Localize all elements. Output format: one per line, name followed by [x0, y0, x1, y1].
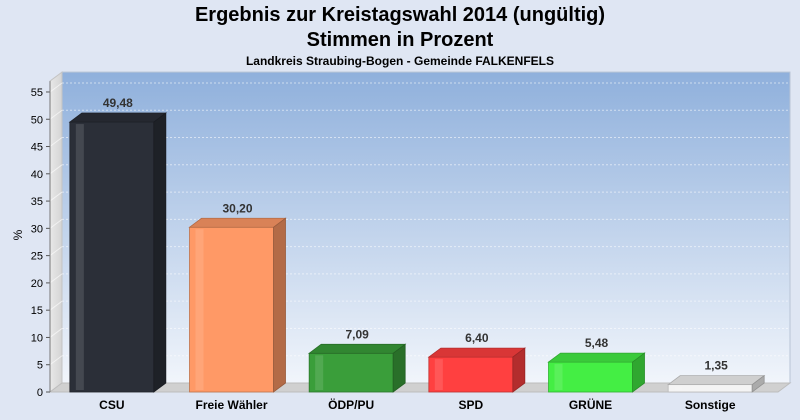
grid-line-side	[49, 82, 63, 93]
bar-highlight	[195, 229, 204, 390]
bar-value-label: 5,48	[585, 336, 609, 350]
bar-front	[548, 361, 633, 393]
grid-line-side	[49, 328, 63, 338]
y-tick-label: 15	[31, 305, 43, 317]
bar-top	[427, 347, 527, 358]
grid-line-side	[49, 191, 63, 202]
y-tick-label: 45	[31, 142, 43, 154]
bar-side	[153, 112, 167, 393]
bar-top	[188, 217, 287, 228]
bar	[68, 112, 168, 393]
bar-front	[69, 121, 155, 393]
y-tick-label: 5	[37, 360, 43, 372]
bar-highlight	[674, 386, 683, 390]
plot-side-wall	[49, 71, 63, 393]
bar	[188, 217, 287, 393]
bar-value-label: 6,40	[465, 331, 489, 345]
grid-line-side	[49, 300, 63, 311]
y-tick-label: 50	[31, 114, 43, 126]
bar-value-label: 30,20	[222, 201, 252, 215]
bar-front	[308, 352, 394, 393]
bar-top	[68, 112, 168, 123]
grid-line-side	[49, 164, 63, 175]
bar-front	[428, 356, 514, 393]
y-tick-label: 35	[31, 196, 43, 208]
y-tick-label: 30	[31, 223, 43, 235]
bar	[666, 374, 766, 393]
y-axis-label: %	[11, 229, 25, 240]
chart-title-line2: Stimmen in Prozent	[306, 29, 494, 51]
x-tick-label: Sonstige	[685, 398, 736, 412]
chart-title: Ergebnis zur Kreistagswahl 2014 (ungülti…	[194, 4, 606, 26]
bar-value-label: 1,35	[704, 359, 728, 373]
x-tick-label: SPD	[458, 398, 483, 412]
y-tick-label: 55	[31, 87, 43, 99]
bar	[307, 343, 407, 393]
grid-line-side	[49, 137, 63, 147]
x-tick-label: Freie Wähler	[195, 398, 267, 412]
x-tick-label: GRÜNE	[569, 397, 612, 412]
bar-highlight	[554, 364, 563, 390]
grid-line-side	[49, 218, 63, 229]
bar-side	[273, 217, 286, 393]
bar-value-label: 7,09	[345, 327, 369, 341]
bar	[427, 347, 527, 393]
grid-line-side	[49, 246, 63, 257]
bar-side	[392, 343, 406, 393]
bar-highlight	[75, 124, 84, 390]
bar-side	[632, 352, 645, 393]
plot-back-wall	[61, 71, 791, 384]
bar	[547, 352, 646, 393]
bar-top	[666, 375, 766, 386]
grid-line-side	[49, 355, 63, 366]
bar-highlight	[315, 355, 324, 390]
y-tick-label: 10	[31, 332, 43, 344]
x-tick-label: ÖDP/PU	[328, 397, 374, 412]
chart-subtitle: Landkreis Straubing-Bogen - Gemeinde FAL…	[245, 54, 555, 68]
grid-line-side	[49, 109, 63, 120]
bar-highlight	[434, 359, 443, 390]
y-tick-label: 0	[37, 387, 43, 399]
bar-side	[512, 347, 526, 393]
y-tick-label: 25	[31, 251, 43, 263]
x-tick-label: CSU	[99, 398, 124, 412]
bar-top	[547, 352, 646, 363]
y-tick-label: 20	[31, 278, 43, 290]
bar-value-label: 49,48	[103, 96, 133, 110]
bar-top	[307, 343, 407, 354]
grid-line-side	[49, 273, 63, 284]
y-tick-label: 40	[31, 169, 43, 181]
bar-side	[751, 374, 765, 393]
